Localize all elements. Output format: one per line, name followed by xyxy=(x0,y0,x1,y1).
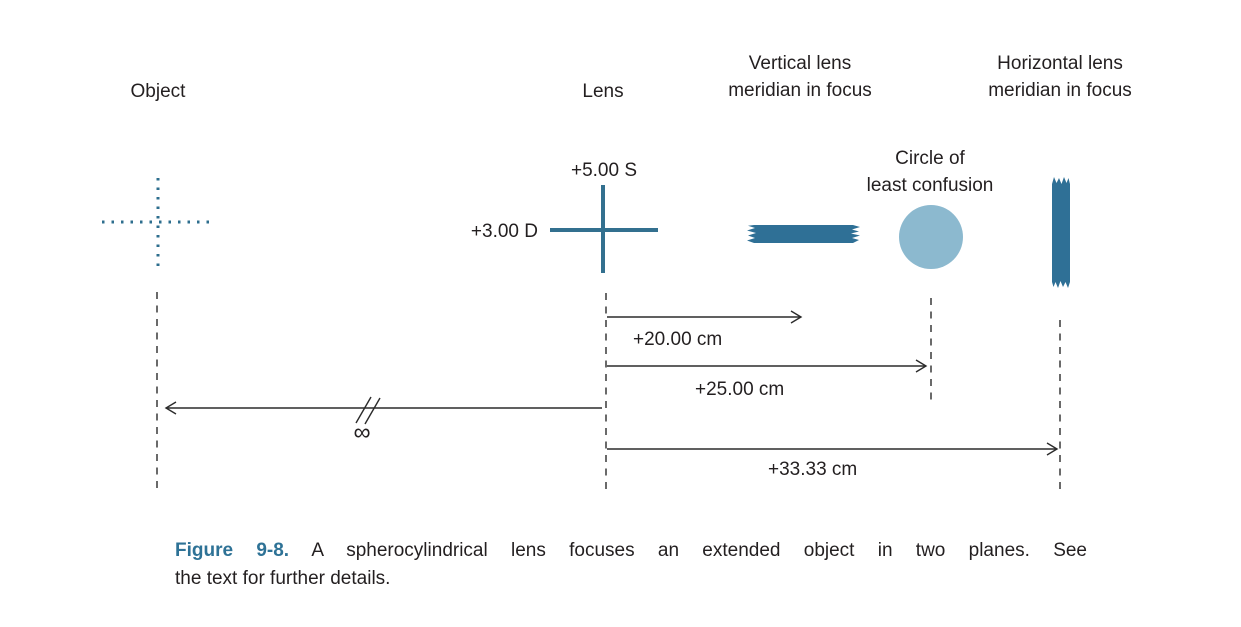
infinity-symbol: ∞ xyxy=(353,419,371,446)
caption-line-2: the text for further details. xyxy=(175,568,391,589)
horizontal-meridian-label: Horizontal lens meridian in focus xyxy=(988,53,1132,101)
circle-of-least-confusion-label: Circle of least confusion xyxy=(866,148,994,196)
sphere-power-label: +5.00 S xyxy=(570,160,638,181)
lens-cross-icon xyxy=(550,185,658,273)
caption-line-1: Figure 9-8. A spherocylindrical lens foc… xyxy=(175,537,1087,565)
vertical-meridian-focal-line xyxy=(747,225,860,243)
break-slash-1 xyxy=(355,396,372,424)
distance-33cm-label: +33.33 cm xyxy=(768,459,858,480)
object-label: Object xyxy=(130,81,186,102)
horizontal-meridian-focal-line xyxy=(1052,177,1070,288)
object-dotted-cross-icon xyxy=(102,178,216,266)
distance-arrows xyxy=(607,310,1059,456)
break-slash-2 xyxy=(364,397,381,425)
distance-25cm-label: +25.00 cm xyxy=(695,379,785,400)
lens-label: Lens xyxy=(582,81,624,102)
vertical-meridian-label: Vertical lens meridian in focus xyxy=(728,53,872,101)
circle-of-least-confusion-shape xyxy=(899,205,963,269)
reference-dashed-lines xyxy=(156,292,1061,492)
object-distance-arrow xyxy=(164,396,602,425)
figure-number: Figure 9-8. xyxy=(175,540,290,561)
distance-20cm-label: +20.00 cm xyxy=(633,329,723,350)
caption-text: A spherocylindrical lens focuses an exte… xyxy=(311,540,1087,561)
cylinder-power-label: +3.00 D xyxy=(470,221,538,242)
figure-caption: Figure 9-8. A spherocylindrical lens foc… xyxy=(175,537,1087,593)
